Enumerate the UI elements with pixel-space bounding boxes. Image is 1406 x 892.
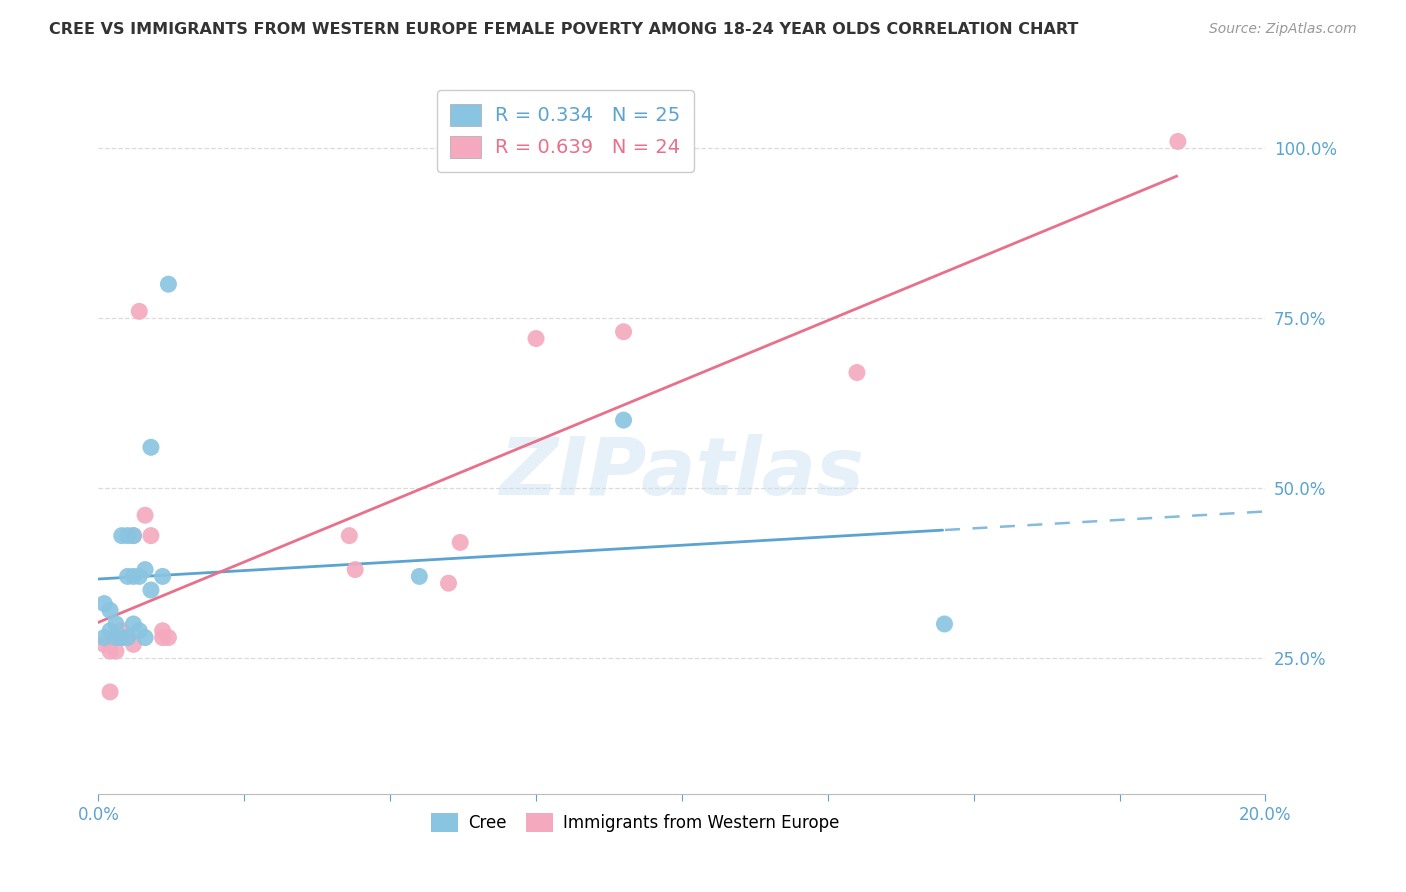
Point (612, 325, 634, 339)
Point (98, 644, 121, 658)
Text: Source: ZipAtlas.com: Source: ZipAtlas.com (1209, 22, 1357, 37)
Point (134, 631, 156, 645)
Point (117, 631, 139, 645)
Point (128, 624, 150, 638)
Point (111, 528, 134, 542)
Point (93, 637, 115, 651)
Point (344, 563, 367, 577)
Point (93, 597, 115, 611)
Point (934, 617, 956, 632)
Point (408, 569, 430, 583)
Point (846, 366, 869, 380)
Point (157, 277, 180, 292)
Point (152, 624, 174, 638)
Point (134, 563, 156, 577)
Text: CREE VS IMMIGRANTS FROM WESTERN EUROPE FEMALE POVERTY AMONG 18-24 YEAR OLDS CORR: CREE VS IMMIGRANTS FROM WESTERN EUROPE F… (49, 22, 1078, 37)
Point (449, 535, 471, 549)
Point (104, 631, 127, 645)
Point (117, 569, 139, 583)
Point (612, 413, 634, 427)
Point (98, 603, 121, 617)
Point (139, 440, 162, 454)
Point (93, 631, 115, 645)
Point (139, 582, 162, 597)
Point (117, 528, 139, 542)
Point (98, 624, 121, 638)
Point (122, 528, 145, 542)
Point (337, 528, 360, 542)
Point (152, 631, 174, 645)
Point (111, 631, 134, 645)
Point (139, 528, 162, 542)
Point (122, 569, 145, 583)
Point (104, 631, 127, 645)
Point (122, 617, 145, 632)
Point (98, 685, 121, 699)
Point (122, 528, 145, 542)
Point (111, 631, 134, 645)
Point (128, 304, 150, 318)
Point (157, 631, 180, 645)
Point (128, 569, 150, 583)
Point (437, 576, 460, 591)
Point (524, 332, 547, 346)
Point (1167, 135, 1189, 149)
Point (134, 508, 156, 523)
Point (104, 644, 127, 658)
Point (104, 617, 127, 632)
Point (111, 624, 134, 638)
Point (122, 637, 145, 651)
Text: ZIPatlas: ZIPatlas (499, 434, 865, 512)
Point (152, 569, 174, 583)
Legend: Cree, Immigrants from Western Europe: Cree, Immigrants from Western Europe (425, 806, 846, 839)
Point (117, 631, 139, 645)
